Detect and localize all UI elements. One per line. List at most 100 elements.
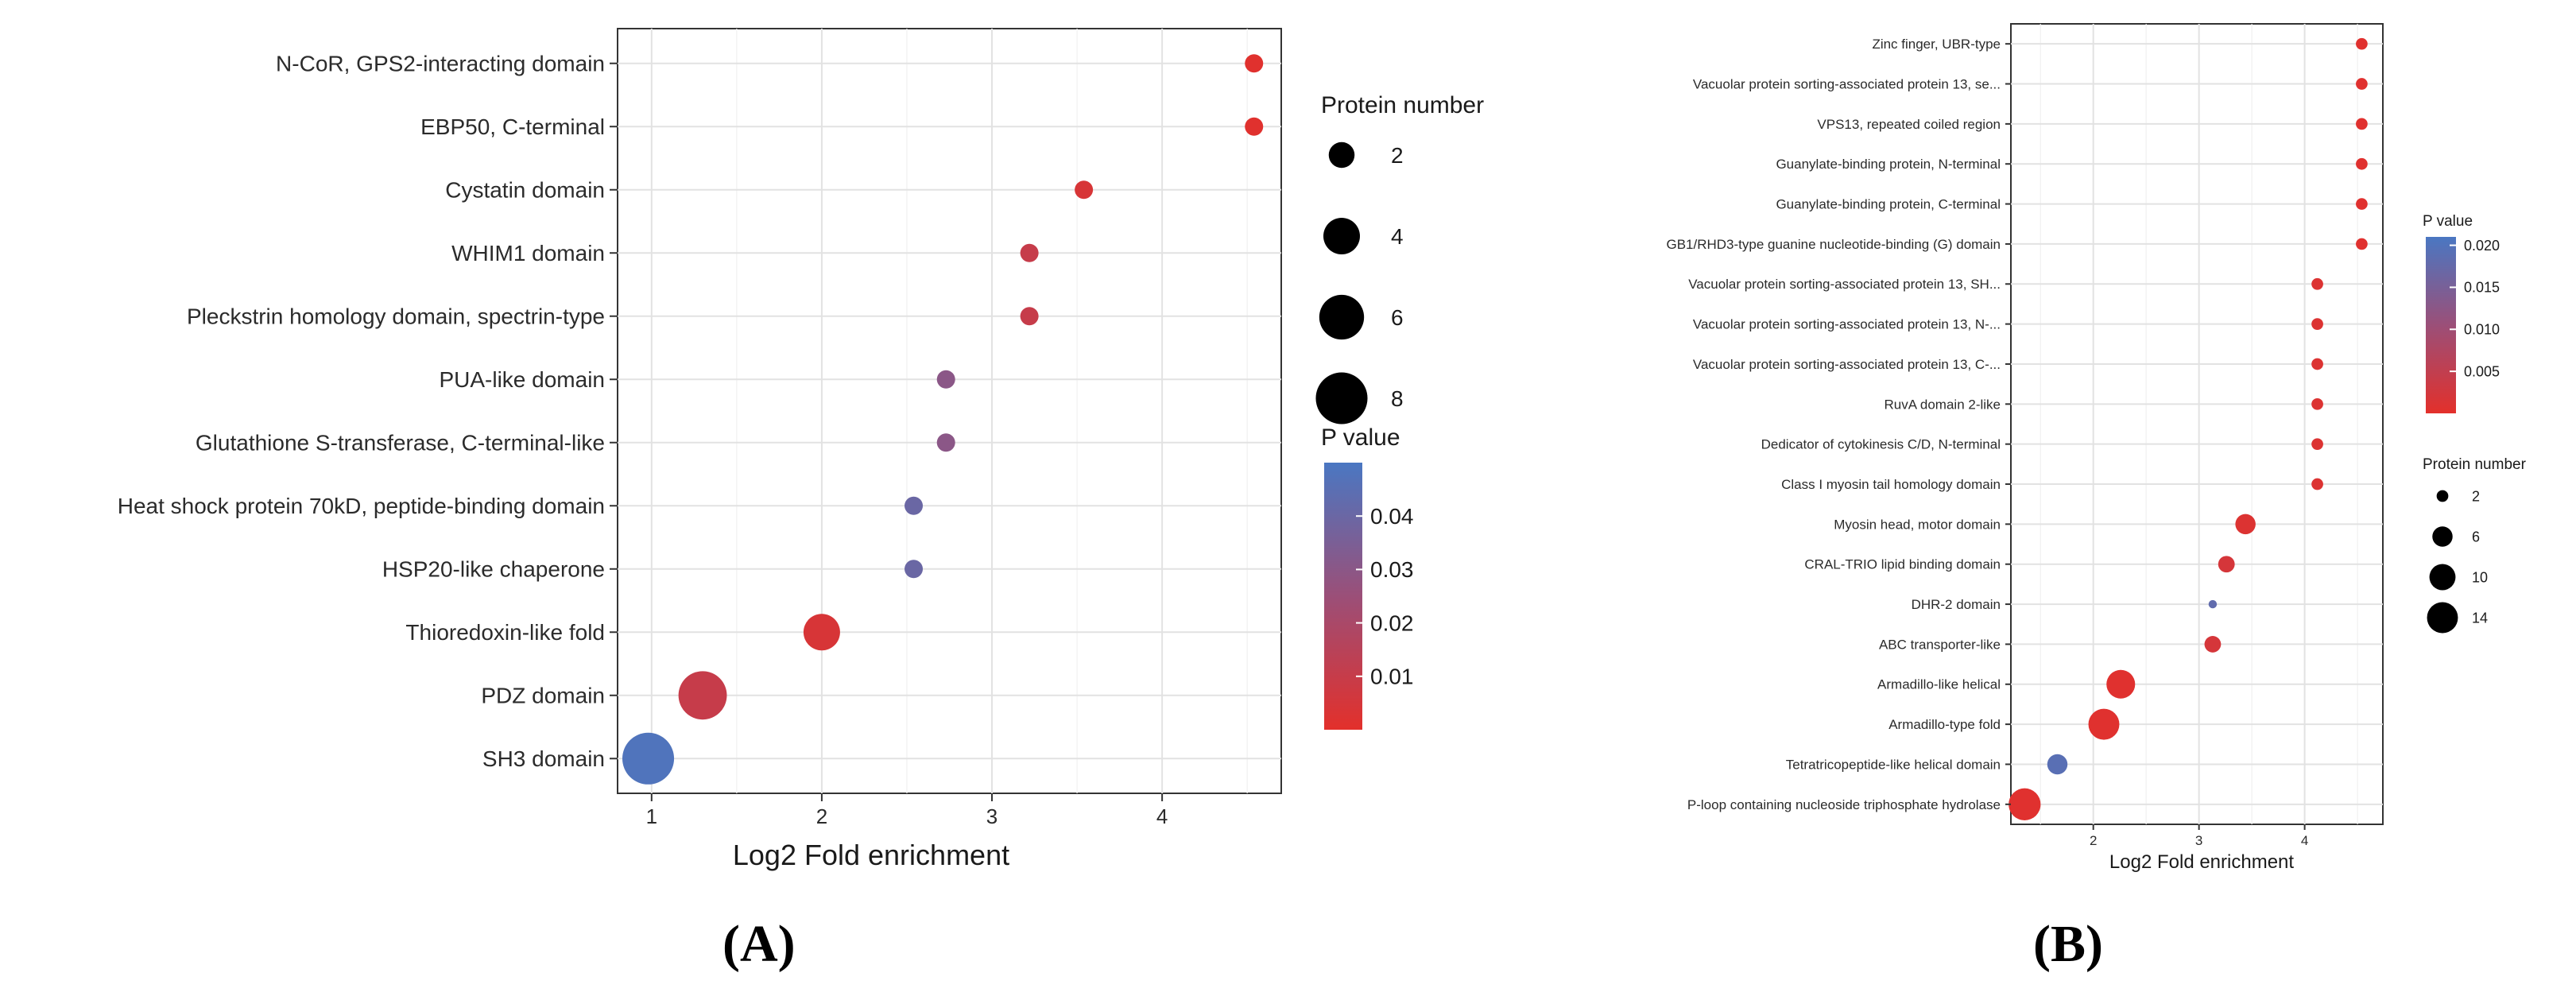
data-point	[1020, 307, 1039, 326]
y-tick-label: Vacuolar protein sorting-associated prot…	[1693, 76, 2001, 91]
y-tick-label: Class I myosin tail homology domain	[1781, 477, 2001, 492]
y-tick-label: Guanylate-binding protein, N-terminal	[1776, 157, 2001, 172]
size-legend-label: 2	[2472, 488, 2480, 504]
data-point	[2311, 397, 2323, 410]
data-point	[1245, 117, 1264, 136]
colorbar-label: 0.020	[2464, 238, 2500, 254]
y-tick-label: Glutathione S-transferase, C-terminal-li…	[196, 431, 605, 455]
size-legend-label: 14	[2472, 610, 2488, 626]
panel-b-size-legend: Protein number 2 6 10 14	[2423, 456, 2527, 634]
y-tick-label: RuvA domain 2-like	[1885, 397, 2001, 412]
data-point	[2204, 636, 2222, 653]
panel-b-color-legend-title: P value	[2423, 213, 2473, 230]
y-tick-label: CRAL-TRIO lipid binding domain	[1804, 557, 2001, 572]
size-legend-dot	[1328, 141, 1355, 169]
panel-b-x-tick-labels: 2 3 4	[2090, 824, 2308, 848]
y-tick-label: HSP20-like chaperone	[382, 557, 605, 582]
data-point	[936, 370, 955, 389]
size-legend-label: 6	[1391, 305, 1404, 330]
panel-a-size-legend-title: Protein number	[1321, 92, 1484, 118]
panel-a-points	[622, 54, 1264, 785]
data-point	[2356, 238, 2368, 250]
colorbar-label: 0.03	[1370, 557, 1414, 582]
y-tick-label: VPS13, repeated coiled region	[1817, 117, 2001, 132]
y-tick-label: P-loop containing nucleoside triphosphat…	[1687, 797, 2001, 812]
size-legend-dot	[1323, 218, 1360, 254]
y-tick-label: PUA-like domain	[439, 367, 605, 392]
colorbar-label: 0.01	[1370, 665, 1414, 689]
size-legend-label: 4	[1391, 224, 1404, 249]
x-tick-label: 3	[2195, 833, 2202, 848]
data-point	[678, 671, 727, 720]
panel-b-size-legend-title: Protein number	[2423, 456, 2527, 473]
data-point	[622, 732, 675, 785]
data-point	[2356, 118, 2368, 130]
y-tick-label: Cystatin domain	[445, 178, 605, 203]
size-legend-label: 8	[1391, 386, 1404, 411]
y-tick-label: Armadillo-like helical	[1877, 677, 2001, 692]
y-tick-label: N-CoR, GPS2-interacting domain	[276, 52, 605, 76]
y-tick-label: Tetratricopeptide-like helical domain	[1786, 757, 2001, 772]
data-point	[905, 496, 924, 515]
data-point	[2009, 788, 2041, 820]
data-point	[803, 614, 840, 651]
data-point	[936, 433, 955, 452]
y-tick-label: Zinc finger, UBR-type	[1872, 37, 2001, 52]
data-point	[2218, 556, 2235, 573]
panel-b-color-legend: P value 0.020 0.015 0.010 0.005	[2423, 213, 2500, 413]
figure: N-CoR, GPS2-interacting domain EBP50, C-t…	[118, 23, 2527, 873]
data-point	[2106, 669, 2136, 699]
panel-a-y-tick-labels: N-CoR, GPS2-interacting domain EBP50, C-t…	[118, 52, 618, 771]
panel-b-y-tick-labels: Zinc finger, UBR-type Vacuolar protein so…	[1666, 37, 2011, 812]
panel-a-colorbar	[1324, 463, 1362, 730]
y-tick-label: Myosin head, motor domain	[1834, 517, 2001, 532]
panel-a: N-CoR, GPS2-interacting domain EBP50, C-t…	[118, 28, 1484, 871]
size-legend-dot	[2436, 490, 2449, 502]
size-legend-label: 10	[2472, 569, 2488, 585]
data-point	[2235, 514, 2256, 535]
panel-b-colorbar	[2426, 237, 2456, 413]
panel-a-size-legend: Protein number 2 4 6 8	[1315, 92, 1484, 424]
data-point	[2047, 754, 2068, 775]
panel-b-grid	[2011, 24, 2383, 824]
data-point	[1245, 54, 1264, 73]
data-point	[1075, 180, 1094, 200]
data-point	[2356, 198, 2368, 210]
size-legend-dot	[1315, 372, 1368, 424]
colorbar-label: 0.02	[1370, 610, 1414, 635]
data-point	[2311, 438, 2323, 451]
x-tick-label: 2	[2090, 833, 2097, 848]
data-point	[2208, 599, 2218, 609]
y-tick-label: EBP50, C-terminal	[420, 114, 605, 139]
x-tick-label: 3	[986, 804, 997, 828]
data-point	[1020, 243, 1039, 262]
x-tick-label: 2	[816, 804, 827, 828]
data-point	[2311, 277, 2323, 290]
panel-b: Zinc finger, UBR-type Vacuolar protein so…	[1666, 23, 2527, 873]
colorbar-label: 0.010	[2464, 322, 2500, 338]
y-tick-label: Dedicator of cytokinesis C/D, N-terminal	[1761, 437, 2001, 452]
y-tick-label: SH3 domain	[482, 746, 605, 771]
y-tick-label: Vacuolar protein sorting-associated prot…	[1693, 357, 2001, 372]
data-point	[2311, 358, 2323, 370]
y-tick-label: DHR-2 domain	[1912, 597, 2001, 612]
data-point	[2311, 478, 2323, 490]
panel-b-plot-area	[2010, 23, 2384, 825]
x-tick-label: 4	[2301, 833, 2308, 848]
y-tick-label: Pleckstrin homology domain, spectrin-typ…	[187, 304, 605, 329]
size-legend-dot	[2432, 526, 2453, 547]
panel-a-plot-area	[617, 28, 1282, 794]
panel-b-x-axis-title: Log2 Fold enrichment	[2109, 851, 2294, 873]
panel-a-color-legend-title: P value	[1321, 424, 1400, 451]
panel-b-caption: (B)	[2033, 915, 2103, 973]
panel-a-caption: (A)	[722, 915, 796, 973]
size-legend-dot	[2429, 564, 2456, 591]
size-legend-label: 2	[1391, 143, 1404, 168]
panel-a-color-legend: P value 0.04 0.03 0.02 0.01	[1321, 424, 1414, 730]
data-point	[2356, 157, 2368, 170]
x-tick-label: 1	[646, 804, 657, 828]
y-tick-label: PDZ domain	[481, 684, 605, 708]
y-tick-label: WHIM1 domain	[451, 241, 605, 266]
panel-a-x-tick-labels: 1 2 3 4	[646, 793, 1168, 828]
colorbar-label: 0.015	[2464, 280, 2500, 296]
